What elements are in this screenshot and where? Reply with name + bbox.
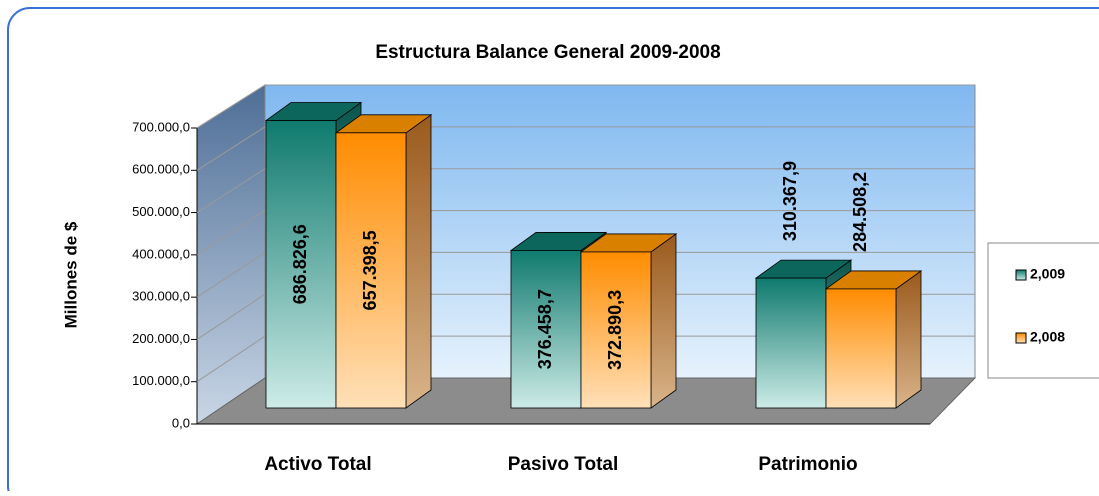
grid-line — [196, 210, 266, 256]
value-label: 376.458,7 — [535, 289, 555, 369]
bar — [265, 120, 337, 409]
y-tick-label: 300.000,0 — [132, 289, 190, 304]
y-tick-label: 200.000,0 — [132, 331, 190, 346]
bar-side — [650, 233, 677, 409]
bar — [510, 250, 582, 409]
side-wall — [196, 84, 266, 425]
x-tick-label: Activo Total — [264, 454, 371, 475]
bar — [580, 251, 652, 409]
value-label: 686.826,6 — [290, 224, 310, 304]
y-tick-label: 500.000,0 — [132, 204, 190, 219]
value-label: 284.508,2 — [850, 172, 870, 252]
value-label: 657.398,5 — [360, 230, 380, 310]
y-tick-label: 700.000,0 — [132, 119, 190, 134]
grid-line — [196, 168, 266, 213]
grid-line — [196, 335, 266, 383]
grid-line — [196, 84, 266, 129]
grid-line — [196, 252, 266, 298]
y-tick-label: 0,0 — [172, 415, 190, 430]
y-tick-label: 600.000,0 — [132, 162, 190, 177]
value-label: 372.890,3 — [605, 290, 625, 370]
y-axis-title: Millones de $ — [61, 221, 80, 328]
bar-side — [895, 270, 922, 409]
bar — [825, 288, 897, 409]
legend — [987, 242, 1099, 379]
grid-line — [196, 293, 266, 340]
legend-swatch — [1015, 269, 1027, 281]
value-label: 310.367,9 — [780, 161, 800, 241]
bar — [335, 132, 407, 409]
legend-label: 2,009 — [1030, 266, 1065, 282]
y-tick-label: 400.000,0 — [132, 246, 190, 261]
bar — [755, 277, 827, 409]
grid-line — [196, 126, 266, 171]
legend-label: 2,008 — [1030, 329, 1065, 345]
x-tick-label: Pasivo Total — [508, 454, 619, 475]
chart-title: Estructura Balance General 2009-2008 — [375, 42, 720, 63]
y-tick-label: 100.000,0 — [132, 373, 190, 388]
legend-swatch — [1015, 332, 1027, 344]
bar-side — [405, 114, 432, 409]
x-tick-label: Patrimonio — [758, 454, 857, 475]
